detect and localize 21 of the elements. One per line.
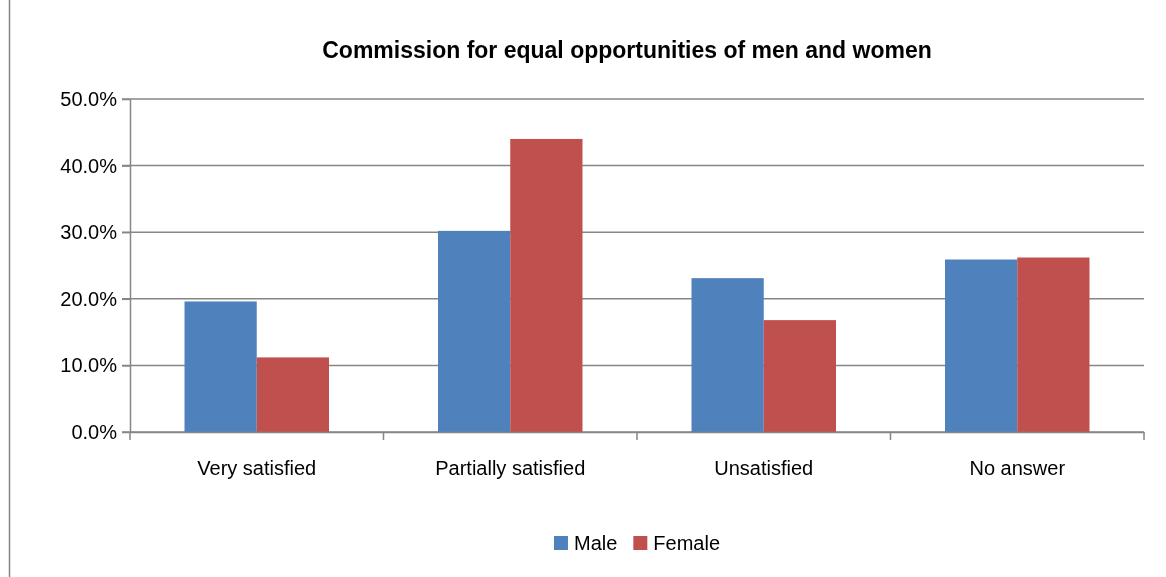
legend-label: Male xyxy=(573,532,618,554)
bar xyxy=(763,320,836,432)
y-tick-label: 40.0% xyxy=(60,154,118,177)
bar xyxy=(510,138,583,432)
bar xyxy=(256,357,329,432)
bar xyxy=(945,259,1018,432)
chart-title: Commission for equal opportunities of men and women xyxy=(322,37,932,63)
y-tick-label: 10.0% xyxy=(60,354,118,377)
bar xyxy=(691,278,764,432)
bar xyxy=(1017,257,1090,432)
x-tick-label: No answer xyxy=(969,457,1066,479)
x-tick-label: Very satisfied xyxy=(197,457,317,479)
x-tick-label: Unsatisfied xyxy=(714,457,814,479)
y-tick-label: 0.0% xyxy=(71,420,118,443)
x-tick-label: Partially satisfied xyxy=(435,457,586,479)
y-tick-label: 20.0% xyxy=(60,287,118,310)
bar xyxy=(184,301,257,432)
legend-label: Female xyxy=(653,532,721,554)
bar xyxy=(438,230,511,432)
y-tick-label: 50.0% xyxy=(60,87,118,110)
y-tick-label: 30.0% xyxy=(60,221,118,244)
